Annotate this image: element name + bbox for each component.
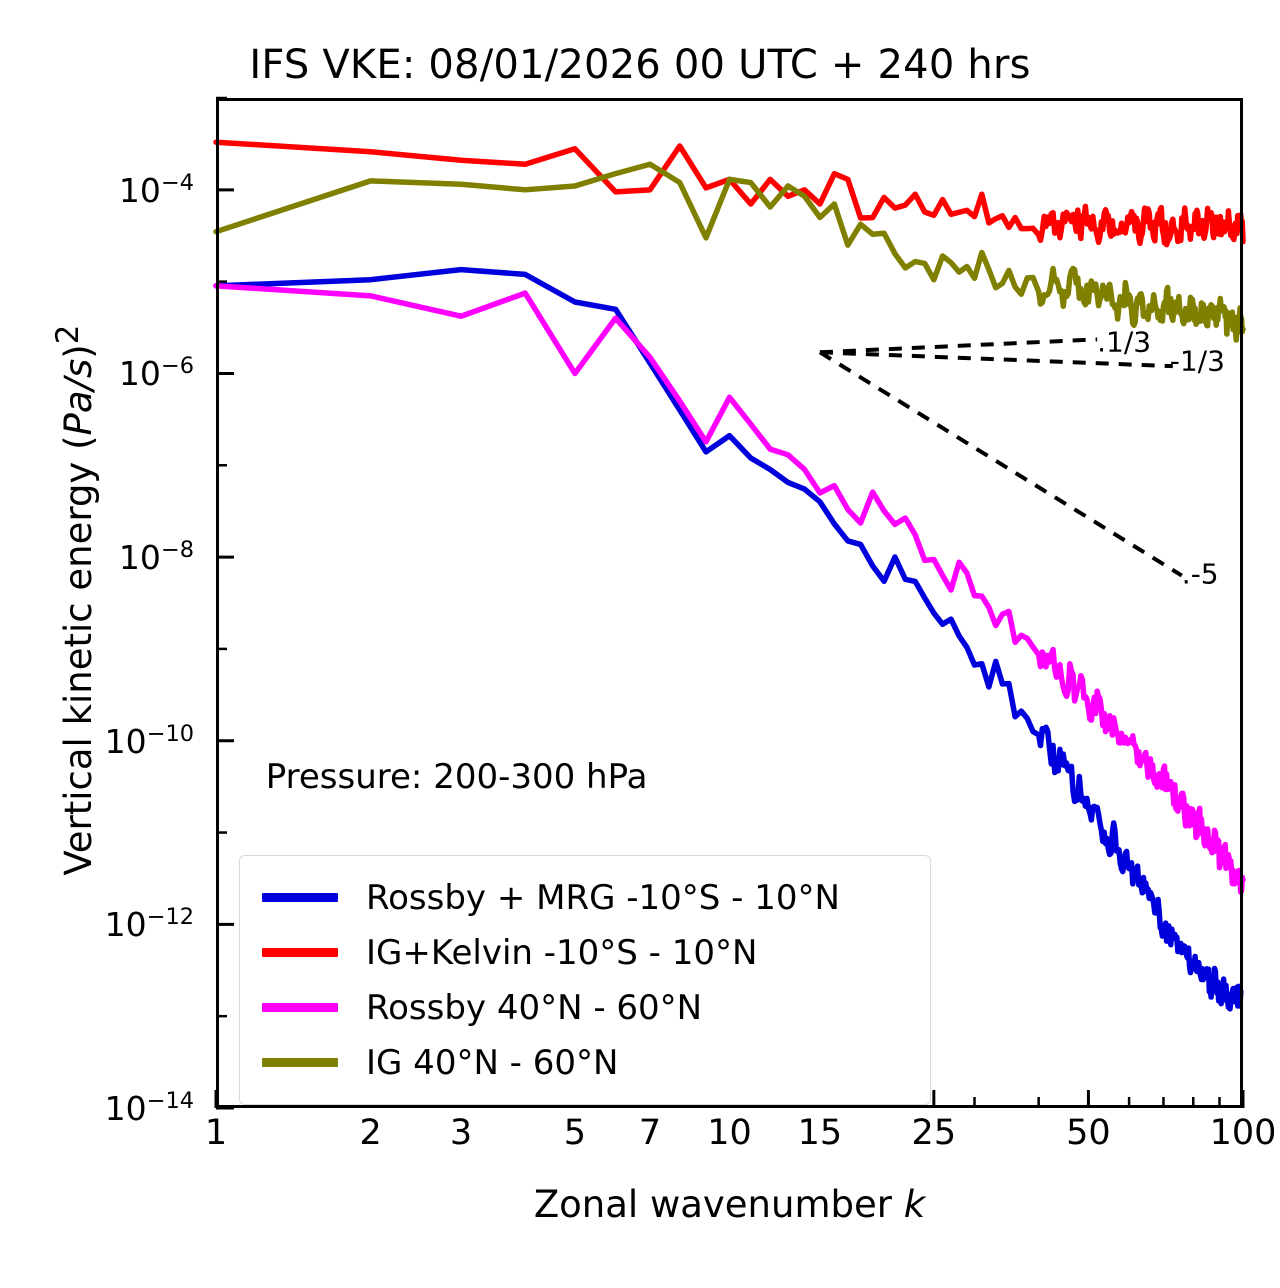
slope-label-plus-third: .1/3: [1097, 325, 1152, 359]
legend-item[interactable]: Rossby 40°N - 60°N: [240, 980, 930, 1035]
plot-frame: [216, 98, 1243, 1108]
slope-label-minus-third: -1/3: [1169, 344, 1225, 378]
x-tick-label: 3: [449, 1113, 473, 1153]
slope-minus-one-third: [819, 350, 1173, 369]
series-line: [213, 161, 1246, 343]
y-tick-label: 10−8: [118, 537, 194, 578]
legend-label: Rossby + MRG -10°S - 10°N: [366, 877, 840, 918]
x-tick-label: 15: [797, 1113, 843, 1153]
series-line: [213, 283, 1246, 895]
legend-item[interactable]: Rossby + MRG -10°S - 10°N: [240, 870, 930, 925]
chart-title: IFS VKE: 08/01/2026 00 UTC + 240 hrs: [249, 42, 1031, 88]
legend-item[interactable]: IG+Kelvin -10°S - 10°N: [240, 925, 930, 980]
y-tick-label: 10−4: [118, 169, 194, 210]
y-tick-label: 10−14: [104, 1088, 194, 1128]
x-axis-label-italic: k: [903, 1183, 926, 1226]
x-axis-tick-labels: 1 2 3 5 7 10 15 25 50 100: [205, 1113, 1277, 1165]
x-tick-label: 10: [707, 1113, 752, 1153]
y-tick-label: 10−12: [104, 904, 194, 945]
series-line: [213, 266, 1244, 1012]
slope-plus-one-third: [819, 337, 1098, 355]
y-tick-label: 10−10: [104, 720, 194, 761]
pressure-note: Pressure: 200-300 hPa: [265, 757, 648, 798]
series-line: [213, 139, 1246, 248]
y-axis-tick-labels: 10−4 10−6 10−8 10−10 10−12 10−14: [0, 98, 206, 1128]
legend-swatch: [262, 893, 338, 902]
legend-swatch: [262, 1003, 338, 1012]
x-tick-label: 25: [911, 1113, 957, 1153]
legend-swatch: [262, 1058, 338, 1067]
legend-label: Rossby 40°N - 60°N: [366, 987, 703, 1028]
x-tick-label: 7: [638, 1113, 662, 1153]
legend: Rossby + MRG -10°S - 10°N IG+Kelvin -10°…: [239, 855, 931, 1105]
slope-label-minus-five: .-5: [1181, 557, 1219, 591]
x-tick-label: 2: [359, 1113, 382, 1153]
x-tick-label: 5: [563, 1113, 587, 1153]
y-tick-label: 10−6: [118, 353, 194, 394]
slope-minus-five: [818, 350, 1183, 578]
legend-label: IG+Kelvin -10°S - 10°N: [366, 932, 758, 973]
x-axis-label: Zonal wavenumber k: [216, 1183, 1243, 1226]
x-axis-label-text: Zonal wavenumber: [533, 1183, 892, 1226]
x-tick-label: 100: [1209, 1113, 1277, 1153]
legend-item[interactable]: IG 40°N - 60°N: [240, 1035, 930, 1090]
x-tick-label: 50: [1066, 1113, 1111, 1153]
legend-swatch: [262, 948, 338, 957]
x-tick-label: 1: [204, 1113, 228, 1153]
legend-label: IG 40°N - 60°N: [366, 1042, 619, 1083]
